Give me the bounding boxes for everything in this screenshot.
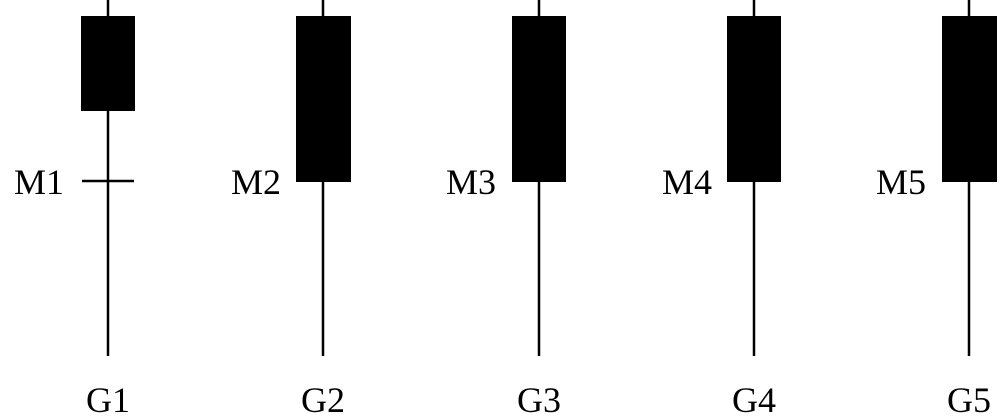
filled-block	[512, 16, 566, 182]
column-2: M2 G2	[231, 0, 351, 418]
filled-block	[296, 16, 351, 182]
marker-label: M4	[662, 162, 712, 202]
column-1: M1 G1	[14, 0, 135, 418]
gate-label: G2	[301, 380, 345, 418]
filled-block	[942, 16, 997, 182]
marker-label: M2	[231, 162, 281, 202]
gate-label: G4	[732, 380, 776, 418]
gate-label: G3	[517, 380, 561, 418]
column-5: M5 G5	[876, 0, 997, 418]
marker-label: M3	[446, 162, 496, 202]
marker-label: M5	[876, 162, 926, 202]
filled-block	[727, 16, 781, 182]
filled-block	[81, 16, 135, 111]
gate-label: G1	[86, 380, 130, 418]
gate-label: G5	[947, 380, 991, 418]
column-4: M4 G4	[662, 0, 781, 418]
marker-label: M1	[14, 162, 64, 202]
column-3: M3 G3	[446, 0, 566, 418]
